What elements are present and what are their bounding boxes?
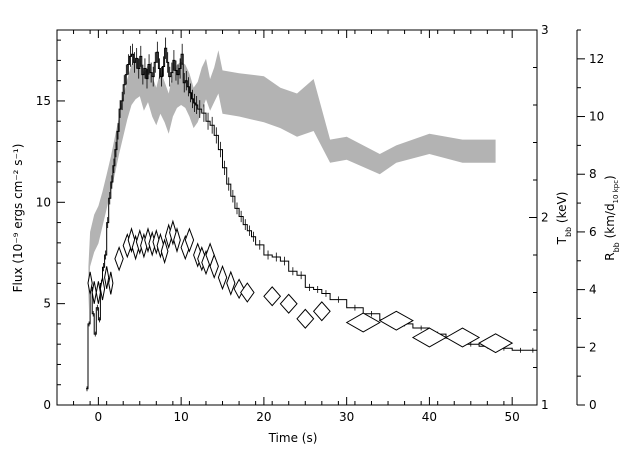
temperature-point [226,270,236,296]
temperature-point [478,333,514,354]
temperature-point [91,281,97,304]
x-tick-label: 50 [505,410,520,424]
x-tick-label: 30 [339,410,354,424]
temperature-point [87,271,93,295]
radius-tick-label: 2 [589,340,597,354]
x-tick-label: 20 [256,410,271,424]
temperature-point [444,327,481,348]
plot-area [86,37,538,392]
temperature-point [240,282,255,303]
flux-tick-label: 0 [43,398,51,412]
y-axis-label-temperature: Tbb (keV) [555,192,573,246]
x-axis-label: Time (s) [268,431,318,445]
temperature-point [411,327,448,348]
temperature-point [296,308,315,329]
temperature-point [114,246,124,272]
flux-tick-label: 15 [36,94,51,108]
y-axis-label-flux: Flux (10⁻⁹ ergs cm⁻² s⁻¹) [11,144,25,293]
temperature-point [160,238,169,265]
temperature-point [173,227,181,254]
x-tick-label: 40 [422,410,437,424]
radius-tick-label: 0 [589,398,597,412]
x-tick-label: 0 [95,410,103,424]
radius-band [88,50,496,310]
flux-histogram-line [86,47,537,390]
temperature-point [108,271,114,295]
x-tick-label: 10 [173,410,188,424]
temperature-point [312,301,331,322]
temperature-tick-label: 3 [541,23,549,37]
radius-tick-label: 10 [589,110,604,124]
temperature-point [95,281,101,304]
temperature-point [184,227,195,253]
temperature-point [217,264,228,291]
temperature-point [279,293,298,314]
temperature-point [209,253,219,279]
y-axis-label-radius: Rbb (km/d10 kpc) [603,175,621,260]
radius-tick-label: 12 [589,52,604,66]
temperature-point [99,277,106,301]
temperature-tick-label: 2 [541,211,549,225]
radius-tick-label: 6 [589,225,597,239]
temperature-tick-label: 1 [541,398,549,412]
radius-tick-label: 8 [589,167,597,181]
temperature-point [378,310,414,331]
temperature-point [263,286,282,307]
temperature-point [104,266,110,289]
radius-tick-label: 4 [589,283,597,297]
flux-tick-label: 5 [43,297,51,311]
temperature-point [345,312,381,333]
flux-tick-label: 10 [36,195,51,209]
